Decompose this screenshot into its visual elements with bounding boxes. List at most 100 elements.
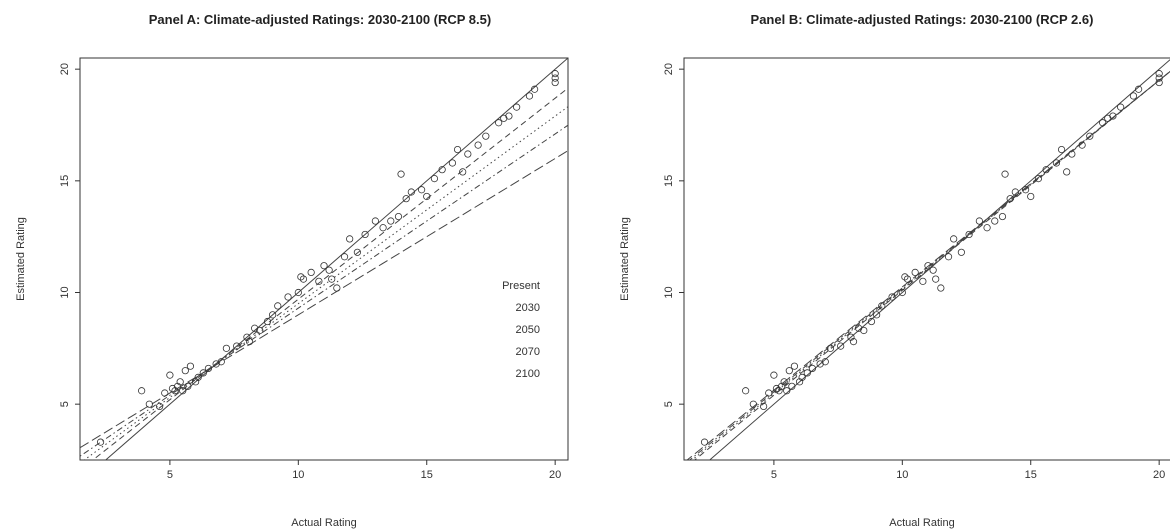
- data-point: [156, 402, 164, 410]
- data-point: [821, 358, 829, 366]
- legend-entry-present: Present: [502, 280, 540, 292]
- data-point: [294, 288, 302, 297]
- x-tick-label: 10: [896, 469, 908, 481]
- panel-a: Panel A: Climate-adjusted Ratings: 2030-…: [15, 12, 569, 529]
- data-point: [204, 364, 213, 373]
- data-point: [780, 378, 788, 386]
- data-point: [407, 188, 415, 196]
- data-point: [171, 387, 179, 395]
- data-point: [901, 273, 909, 281]
- x-tick-label: 5: [771, 469, 777, 481]
- legend-entry-2100: 2100: [516, 368, 540, 380]
- data-point: [1034, 175, 1043, 183]
- data-point: [1057, 145, 1066, 154]
- data-points: [96, 70, 559, 446]
- data-point: [263, 317, 272, 326]
- data-point: [808, 364, 817, 373]
- data-point: [505, 112, 513, 120]
- data-point: [168, 384, 177, 393]
- data-point: [387, 217, 395, 225]
- y-tick-label: 5: [59, 401, 71, 407]
- data-point: [765, 389, 773, 397]
- panel-b-title: Panel B: Climate-adjusted Ratings: 2030-…: [751, 12, 1094, 27]
- data-point: [1001, 170, 1009, 178]
- y-tick-label: 15: [59, 175, 71, 187]
- data-point: [803, 369, 811, 377]
- x-tick-label: 20: [549, 469, 561, 481]
- data-point: [903, 275, 912, 283]
- data-point: [1135, 85, 1143, 93]
- data-point: [340, 253, 349, 261]
- line-2050: [691, 70, 1170, 460]
- x-tick-label: 10: [292, 469, 304, 481]
- data-point: [1027, 192, 1035, 201]
- data-point: [138, 387, 146, 395]
- data-point: [937, 284, 945, 292]
- data-point: [898, 288, 906, 297]
- data-point: [199, 369, 207, 377]
- data-point: [873, 311, 881, 319]
- data-point: [783, 387, 791, 395]
- panel-a-plot-frame: [79, 57, 569, 461]
- panel-b: Panel B: Climate-adjusted Ratings: 2030-…: [619, 12, 1170, 529]
- data-point: [932, 275, 940, 283]
- data-point: [847, 333, 855, 341]
- data-point: [464, 150, 472, 158]
- data-point: [222, 344, 230, 352]
- data-point: [965, 230, 973, 239]
- data-point: [284, 293, 292, 301]
- data-point: [233, 342, 241, 350]
- data-point: [315, 277, 323, 285]
- data-point: [145, 400, 153, 408]
- data-point: [1109, 112, 1117, 120]
- data-point: [325, 266, 333, 274]
- x-tick-label: 5: [167, 469, 173, 481]
- data-point: [482, 132, 490, 140]
- line-present: [104, 58, 568, 460]
- data-point: [551, 70, 559, 78]
- data-point: [878, 302, 886, 310]
- data-point: [361, 230, 369, 239]
- data-point: [474, 141, 482, 149]
- y-tick-label: 20: [663, 63, 675, 75]
- x-tick-label: 15: [1025, 469, 1037, 481]
- data-point: [346, 235, 354, 243]
- data-point: [402, 195, 410, 203]
- data-point: [816, 360, 824, 368]
- data-point: [983, 224, 991, 232]
- data-point: [1104, 114, 1112, 122]
- data-point: [1011, 188, 1019, 196]
- data-point: [1063, 168, 1071, 176]
- data-point: [788, 382, 796, 390]
- data-point: [174, 382, 182, 390]
- data-point: [911, 268, 919, 276]
- data-point: [777, 382, 786, 390]
- data-point: [944, 253, 953, 261]
- data-point: [1052, 159, 1061, 167]
- data-point: [256, 326, 264, 335]
- data-point: [243, 333, 251, 341]
- data-point: [1117, 103, 1125, 111]
- line-2030: [92, 87, 568, 460]
- data-point: [394, 212, 403, 221]
- data-point: [855, 324, 863, 332]
- series-lines: [686, 59, 1170, 460]
- data-point: [320, 262, 328, 270]
- panel-a-legend: Present 2030 2050 2070 2100: [502, 280, 540, 380]
- data-point: [379, 224, 387, 232]
- data-point: [417, 186, 426, 194]
- line-2050: [83, 106, 568, 460]
- data-point: [495, 119, 503, 127]
- data-point: [274, 302, 282, 310]
- data-point: [448, 159, 457, 167]
- data-point: [1042, 166, 1050, 174]
- data-point: [950, 235, 958, 243]
- data-point: [860, 326, 868, 335]
- y-tick-label: 5: [663, 401, 675, 407]
- data-point: [217, 358, 225, 366]
- legend-entry-2050: 2050: [516, 324, 540, 336]
- data-point: [919, 277, 927, 285]
- legend-entry-2030: 2030: [516, 302, 540, 314]
- data-point: [888, 293, 896, 301]
